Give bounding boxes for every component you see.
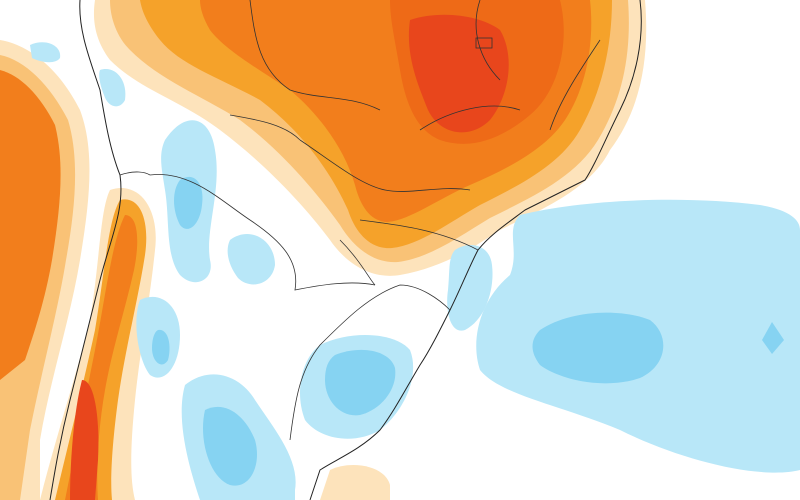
border — [149, 174, 376, 291]
border — [249, 0, 601, 286]
anomaly-band — [320, 465, 390, 500]
cool-core — [174, 176, 203, 229]
cool-band — [99, 69, 126, 107]
border — [289, 284, 451, 441]
boundaries — [49, 0, 642, 500]
cool-band — [227, 234, 275, 285]
cool-band — [30, 42, 61, 63]
cool-core — [762, 322, 784, 354]
coastline — [309, 0, 642, 500]
warm-region-north — [93, 0, 647, 276]
border — [119, 114, 301, 176]
warm-region-west — [0, 40, 390, 500]
anomaly-core — [70, 380, 99, 500]
cool-core — [152, 329, 170, 365]
cool-core — [532, 312, 664, 384]
cool-band — [447, 245, 493, 331]
border — [475, 37, 493, 49]
anomaly-band — [0, 70, 61, 380]
cool-core — [325, 349, 396, 416]
cool-core — [202, 406, 258, 486]
anomaly-core — [408, 14, 509, 133]
cool-regions — [30, 42, 800, 500]
coastline — [49, 0, 122, 500]
